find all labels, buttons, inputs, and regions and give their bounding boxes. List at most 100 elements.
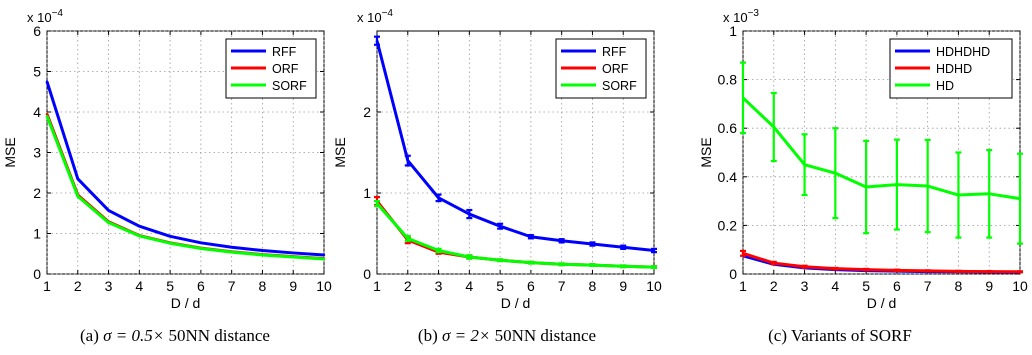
data-point (261, 249, 264, 252)
data-point (45, 80, 49, 83)
series-line (742, 251, 1021, 274)
y-tick-label: 0 (33, 266, 41, 282)
y-tick-label: 0.4 (718, 169, 738, 185)
multiplier-base: x 10 (357, 10, 382, 25)
x-tick-label: 6 (893, 278, 901, 294)
data-point (107, 221, 110, 224)
series-line (375, 202, 655, 269)
y-tick-label: 0 (729, 266, 737, 282)
data-point (76, 177, 79, 181)
data-point (168, 242, 172, 245)
x-axis-label: D / d (501, 295, 531, 311)
x-tick-label: 8 (259, 278, 267, 294)
x-tick-label: 2 (770, 278, 778, 294)
y-tick-label: 0.6 (718, 120, 738, 136)
axis-multiplier: x 10−4 (27, 8, 63, 25)
legend: RFF ORF SORF (555, 38, 647, 99)
data-point (138, 234, 141, 238)
x-tick-label: 4 (135, 278, 143, 294)
data-point (292, 255, 295, 259)
y-tick-label: 2 (363, 104, 371, 120)
series-line (45, 81, 325, 257)
data-point (230, 246, 233, 249)
x-tick-label: 1 (373, 278, 381, 294)
legend-label-sorf: SORF (602, 79, 637, 93)
x-tick-label: 10 (316, 278, 332, 294)
x-tick-label: 7 (924, 278, 932, 294)
x-tick-label: 4 (831, 278, 839, 294)
series-sorf (374, 200, 657, 270)
x-tick-label: 1 (43, 278, 51, 294)
y-tick-label: 6 (33, 23, 41, 39)
x-axis-label: D / d (867, 295, 897, 311)
legend-label-orf: ORF (602, 62, 629, 76)
x-tick-label: 10 (646, 278, 662, 294)
x-tick-label: 3 (801, 278, 809, 294)
data-point (292, 251, 295, 255)
legend-label-hdhdhd: HDHDHD (936, 45, 990, 59)
series-hd (740, 61, 1023, 245)
series-rff (45, 80, 326, 257)
y-axis-label: MSE (332, 137, 348, 167)
series-sorf (45, 114, 326, 261)
y-axis-label: MSE (698, 137, 714, 167)
y-tick-label: 0 (363, 266, 371, 282)
y-tick-label: 3 (33, 145, 41, 161)
data-point (230, 250, 233, 254)
series-line (741, 96, 1021, 201)
y-tick-label: 1 (363, 185, 371, 201)
axis-multiplier: x 10−4 (357, 8, 393, 25)
data-point (168, 235, 172, 238)
x-tick-label: 5 (166, 278, 174, 294)
x-tick-label: 6 (197, 278, 205, 294)
data-point (45, 112, 49, 116)
data-point (261, 253, 264, 257)
series-line (375, 40, 655, 253)
y-tick-label: 1 (33, 226, 41, 242)
data-point (45, 114, 49, 118)
y-tick-label: 1 (729, 23, 737, 39)
x-tick-label: 5 (862, 278, 870, 294)
multiplier-exponent: −4 (382, 8, 394, 19)
multiplier-base: x 10 (27, 10, 52, 25)
x-tick-label: 6 (527, 278, 535, 294)
y-axis-label: MSE (2, 137, 18, 167)
data-point (322, 253, 326, 257)
legend-label-rff: RFF (272, 45, 297, 59)
y-tick-label: 0.2 (718, 217, 738, 233)
x-tick-label: 7 (228, 278, 236, 294)
x-tick-label: 8 (955, 278, 963, 294)
x-tick-label: 9 (619, 278, 627, 294)
data-point (138, 225, 141, 228)
data-point (199, 247, 203, 250)
y-tick-label: 0.8 (718, 72, 738, 88)
data-point (322, 257, 326, 261)
multiplier-base: x 10 (723, 10, 748, 25)
x-tick-label: 4 (465, 278, 473, 294)
x-tick-label: 2 (404, 278, 412, 294)
data-point (107, 209, 110, 212)
legend-label-rff: RFF (602, 45, 627, 59)
y-tick-label: 4 (33, 104, 41, 120)
series-line (45, 115, 325, 261)
x-tick-label: 3 (435, 278, 443, 294)
x-tick-label: 5 (496, 278, 504, 294)
caption-c: (c) Variants of SORF (768, 326, 912, 345)
multiplier-exponent: −3 (748, 8, 760, 19)
legend-label-orf: ORF (272, 62, 299, 76)
legend-label-hd: HD (936, 79, 954, 93)
x-tick-label: 9 (985, 278, 993, 294)
data-point (76, 195, 79, 198)
x-tick-label: 3 (105, 278, 113, 294)
multiplier-exponent: −4 (52, 8, 64, 19)
legend: RFF ORF SORF (225, 38, 317, 99)
legend-label-hdhd: HDHD (936, 62, 972, 76)
x-tick-label: 7 (558, 278, 566, 294)
x-tick-label: 10 (1012, 278, 1028, 294)
axis-multiplier: x 10−3 (723, 8, 759, 25)
x-tick-label: 8 (589, 278, 597, 294)
